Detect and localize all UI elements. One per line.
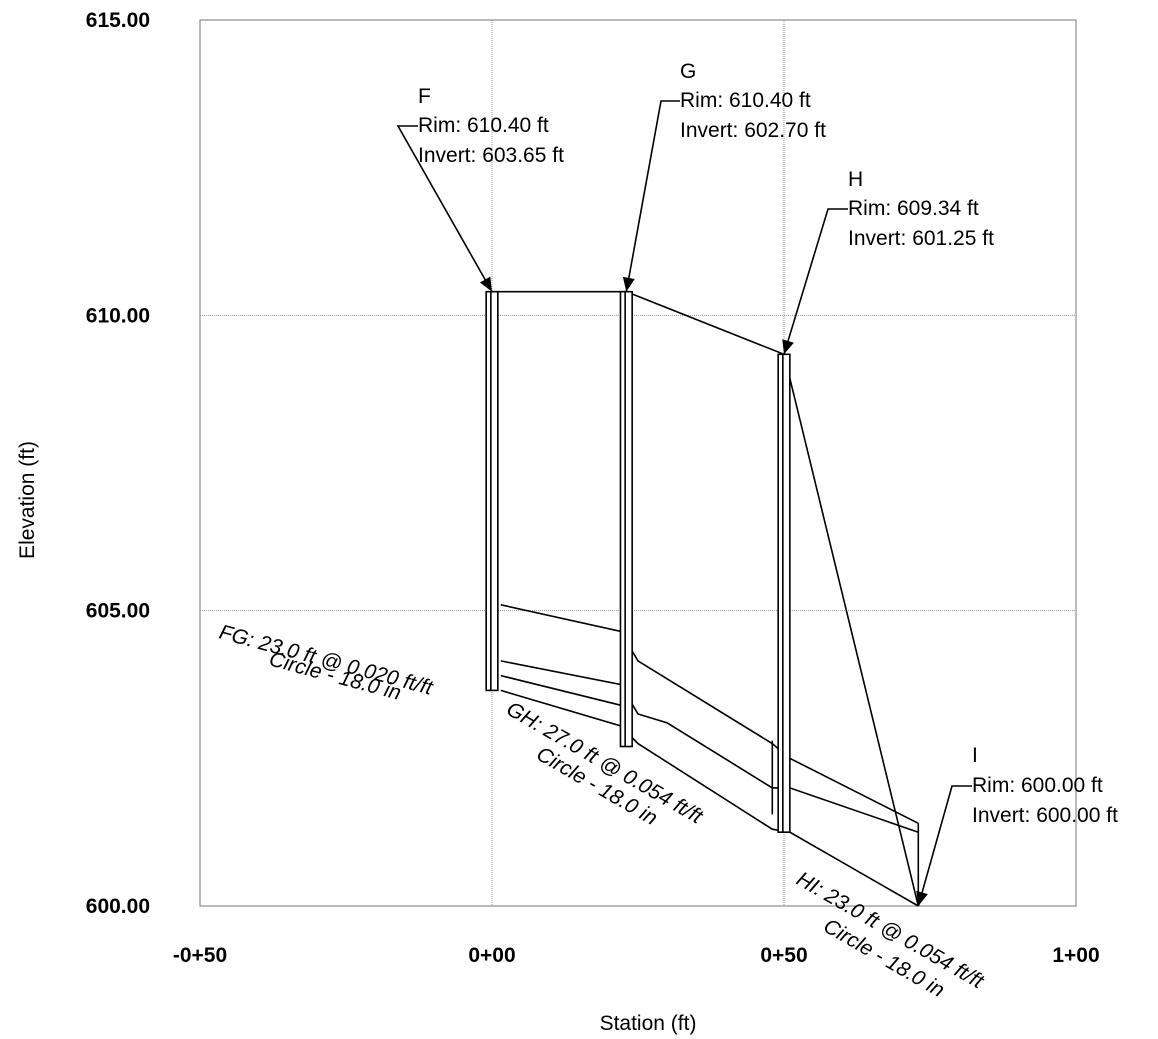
node-invert-label-f: Invert: 603.65 ft — [418, 144, 564, 167]
node-rim-label-g: Rim: 610.40 ft — [680, 89, 811, 112]
profile-line-pipe-crown — [500, 674, 621, 706]
node-leader-h — [783, 208, 848, 355]
node-invert-label-g: Invert: 602.70 ft — [680, 119, 826, 142]
profile-line-pipe-invert — [500, 689, 919, 907]
profile-lines — [492, 290, 920, 907]
node-rim-label-i: Rim: 600.00 ft — [972, 774, 1103, 797]
node-label-i: I — [972, 744, 978, 767]
node-leader-f — [396, 125, 493, 293]
y-tick-label: 600.00 — [86, 895, 150, 918]
x-tick-label: -0+50 — [173, 944, 227, 967]
x-axis-title: Station (ft) — [600, 1012, 697, 1035]
tick-labels: -0+50 0+00 0+50 1+00 600.00 605.00 610.00 615.0… — [86, 9, 1100, 967]
manhole-g — [619, 290, 633, 748]
node-rim-label-f: Rim: 610.40 ft — [418, 114, 549, 137]
node-invert-label-h: Invert: 601.25 ft — [848, 227, 994, 250]
node-arrowhead-i — [916, 890, 928, 906]
x-tick-label: 0+50 — [760, 944, 807, 967]
node-invert-label-i: Invert: 600.00 ft — [972, 804, 1118, 827]
profile-line-hgl-upper — [500, 604, 919, 825]
pipe-label-gh: GH: 27.0 ft @ 0.054 ft/ft — [503, 697, 708, 829]
y-tick-label: 615.00 — [86, 9, 150, 32]
plot-frame — [199, 19, 1077, 907]
node-arrowhead-f — [479, 276, 492, 292]
y-axis-title: Elevation (ft) — [16, 441, 39, 559]
manholes — [485, 290, 791, 833]
manhole-f — [485, 290, 499, 692]
manhole-h — [777, 353, 791, 833]
x-tick-label: 0+00 — [468, 944, 515, 967]
y-tick-label: 605.00 — [86, 600, 150, 623]
node-leader-g — [625, 100, 680, 292]
profile-line-ground — [492, 290, 920, 907]
y-tick-label: 610.00 — [86, 304, 150, 327]
pipe-label-fg: FG: 23.0 ft @ 0.020 ft/ft — [217, 621, 436, 700]
node-leader-i — [917, 785, 972, 907]
node-arrowhead-h — [782, 339, 794, 355]
node-label-h: H — [848, 168, 863, 191]
x-tick-label: 1+00 — [1052, 944, 1099, 967]
node-rim-label-h: Rim: 609.34 ft — [848, 197, 979, 220]
annotations: F Rim: 610.40 ft Invert: 603.65 ft G Rim: 61… — [217, 60, 1118, 1002]
node-label-f: F — [418, 85, 431, 108]
node-arrowhead-g — [622, 276, 635, 292]
node-label-g: G — [680, 60, 696, 83]
